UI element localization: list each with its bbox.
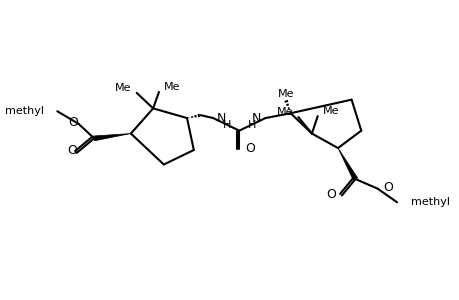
Text: H: H (222, 120, 231, 130)
Text: O: O (245, 142, 254, 154)
Polygon shape (337, 148, 357, 180)
Text: O: O (68, 116, 78, 129)
Text: Me: Me (277, 89, 293, 99)
Text: O: O (383, 181, 392, 194)
Text: Me: Me (163, 82, 180, 92)
Text: N: N (217, 112, 226, 124)
Text: methyl: methyl (410, 197, 448, 207)
Text: N: N (252, 112, 261, 124)
Text: Me: Me (115, 83, 132, 93)
Text: Me: Me (322, 106, 338, 116)
Text: O: O (325, 188, 336, 201)
Text: H: H (247, 120, 255, 130)
Text: O: O (67, 145, 77, 158)
Polygon shape (94, 134, 131, 141)
Text: Me: Me (276, 107, 293, 117)
Text: methyl: methyl (5, 106, 44, 116)
